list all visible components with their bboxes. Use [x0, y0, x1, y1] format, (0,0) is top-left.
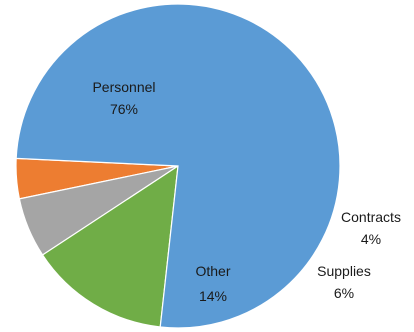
slice-percent-contracts: 4% — [361, 231, 381, 247]
slice-percent-personnel: 76% — [110, 101, 138, 117]
slice-label-supplies: Supplies — [317, 263, 371, 279]
pie-slice-personnel — [15, 3, 341, 329]
pie-labels: Contracts 4% Supplies 6% Other 14% Personnel 76… — [92, 79, 400, 304]
pie-slices — [15, 3, 341, 329]
slice-percent-supplies: 6% — [334, 285, 354, 301]
pie-slice-other — [41, 164, 179, 328]
slice-label-personnel: Personnel — [92, 79, 155, 95]
slice-label-other: Other — [195, 263, 230, 279]
slice-percent-other: 14% — [199, 288, 227, 304]
slice-label-contracts: Contracts — [341, 209, 401, 225]
